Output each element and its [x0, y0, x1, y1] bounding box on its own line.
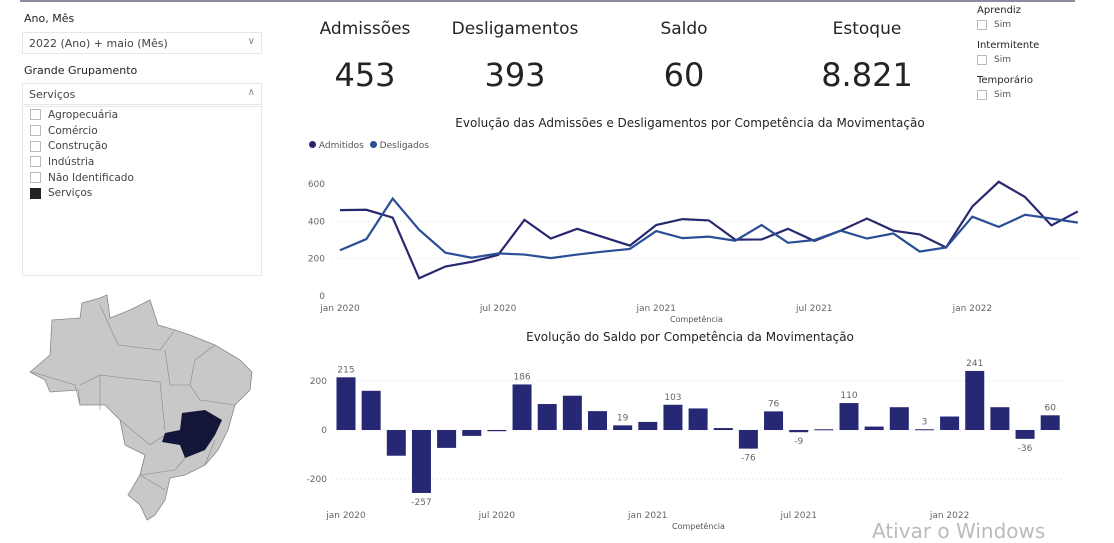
- bar[interactable]: [865, 427, 884, 430]
- bar[interactable]: [337, 377, 356, 430]
- bar-chart-title: Evolução do Saldo por Competência da Mov…: [300, 330, 1080, 344]
- data-label: 186: [513, 372, 530, 382]
- data-label: 60: [1044, 403, 1056, 413]
- data-label: -36: [1018, 444, 1033, 454]
- bar[interactable]: [1041, 415, 1060, 430]
- y-tick-label: 400: [308, 217, 325, 227]
- series-line-desligados[interactable]: [340, 199, 1078, 259]
- bar[interactable]: [362, 391, 381, 430]
- bar-chart-xlabel: Competência: [672, 522, 725, 531]
- data-label: -9: [794, 437, 803, 447]
- x-tick-label: jul 2020: [478, 511, 516, 521]
- bar[interactable]: [663, 405, 682, 430]
- bar[interactable]: [915, 429, 934, 430]
- y-tick-label: 200: [310, 377, 327, 387]
- data-label: 76: [768, 399, 780, 409]
- bar[interactable]: [613, 425, 632, 430]
- bar[interactable]: [739, 430, 758, 449]
- data-label: 103: [664, 393, 681, 403]
- bar[interactable]: [1016, 430, 1035, 439]
- bar[interactable]: [387, 430, 406, 456]
- bar[interactable]: [990, 407, 1009, 430]
- bar[interactable]: [714, 428, 733, 430]
- data-label: 3: [922, 417, 928, 427]
- x-tick-label: jan 2021: [627, 511, 668, 521]
- data-label: 110: [840, 391, 857, 401]
- bar[interactable]: [789, 430, 808, 432]
- bar[interactable]: [890, 407, 909, 430]
- y-tick-label: 0: [319, 292, 325, 302]
- bar[interactable]: [487, 430, 506, 431]
- bar[interactable]: [513, 384, 532, 430]
- y-tick-label: 200: [308, 255, 325, 265]
- bar[interactable]: [588, 411, 607, 430]
- bar[interactable]: [437, 430, 456, 448]
- bar[interactable]: [689, 408, 708, 430]
- x-tick-label: jan 2022: [952, 304, 993, 314]
- data-label: 215: [337, 365, 354, 375]
- data-label: -76: [741, 454, 756, 464]
- bar[interactable]: [462, 430, 481, 436]
- y-tick-label: 0: [321, 426, 327, 436]
- x-tick-label: jul 2021: [779, 511, 816, 521]
- bar[interactable]: [814, 429, 833, 430]
- series-line-admitidos[interactable]: [340, 182, 1078, 279]
- x-tick-label: jan 2021: [635, 304, 676, 314]
- bar[interactable]: [764, 411, 783, 430]
- x-tick-label: jan 2020: [319, 304, 360, 314]
- data-label: 241: [966, 359, 983, 369]
- x-tick-label: jan 2020: [325, 511, 366, 521]
- data-label: -257: [411, 498, 431, 508]
- bar[interactable]: [538, 404, 557, 430]
- x-tick-label: jul 2021: [795, 304, 832, 314]
- bar[interactable]: [940, 417, 959, 430]
- bar[interactable]: [840, 403, 859, 430]
- line-chart-xlabel: Competência: [670, 315, 723, 324]
- bar[interactable]: [412, 430, 431, 493]
- bar[interactable]: [563, 396, 582, 430]
- bar[interactable]: [638, 422, 657, 430]
- x-tick-label: jul 2020: [479, 304, 517, 314]
- y-tick-label: -200: [307, 475, 328, 485]
- data-label: 19: [617, 413, 629, 423]
- bar[interactable]: [965, 371, 984, 430]
- y-tick-label: 600: [308, 180, 325, 190]
- windows-activation-watermark: Ativar o Windows: [872, 521, 1045, 541]
